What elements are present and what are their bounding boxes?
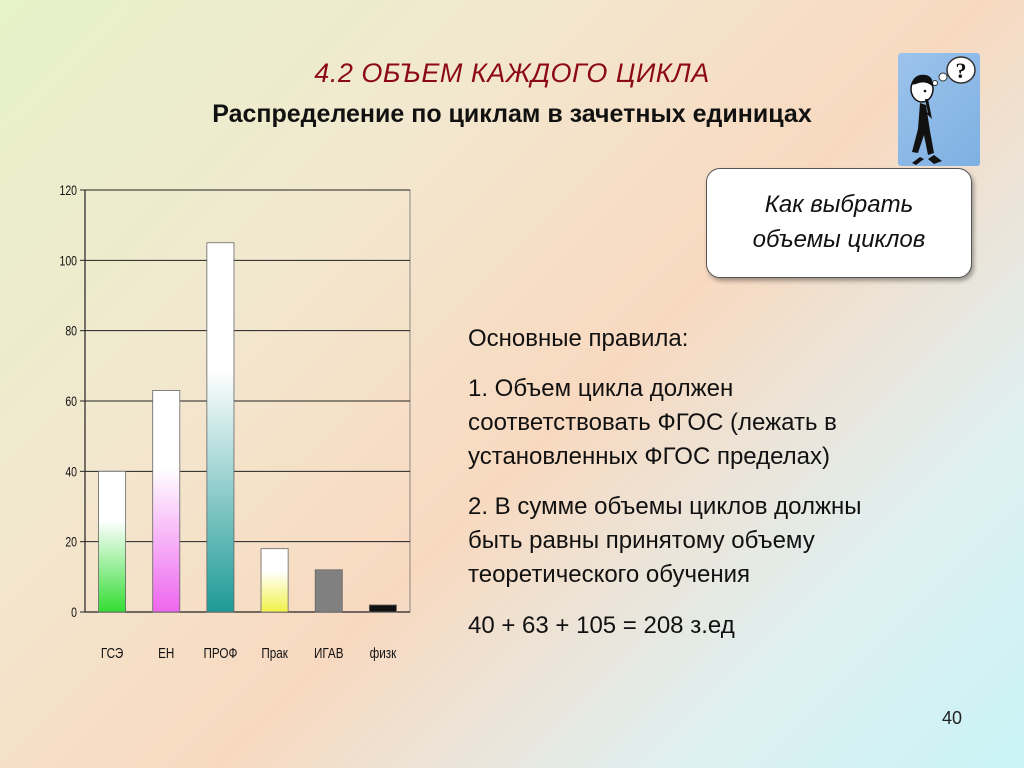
y-tick-label: 0 xyxy=(71,605,77,621)
bar-5 xyxy=(368,604,397,613)
x-tick-label: физк xyxy=(370,645,397,662)
x-tick-label: ГСЭ xyxy=(101,645,124,662)
slide-title: 4.2 ОБЪЕМ КАЖДОГО ЦИКЛА xyxy=(314,58,710,88)
rules-heading: Основные правила: xyxy=(468,325,689,352)
y-tick-label: 80 xyxy=(65,323,77,339)
thinking-person-icon: ? xyxy=(898,53,980,166)
x-tick-label: Прак xyxy=(261,645,288,662)
bar-1 xyxy=(152,390,181,613)
y-tick-label: 40 xyxy=(65,464,77,480)
page-number: 40 xyxy=(942,708,963,728)
svg-text:?: ? xyxy=(956,58,967,83)
bar-4 xyxy=(314,569,343,613)
x-tick-label: ИГАВ xyxy=(314,645,344,662)
slide-subtitle: Распределение по циклам в зачетных едини… xyxy=(212,100,812,128)
y-tick-label: 120 xyxy=(59,183,77,199)
formula: 40 + 63 + 105 = 208 з.ед xyxy=(468,611,735,639)
rule-2: 2. В сумме объемы циклов должны быть рав… xyxy=(468,493,862,589)
y-tick-label: 100 xyxy=(59,253,77,269)
x-tick-label: ЕН xyxy=(158,645,174,662)
x-tick-label: ПРОФ xyxy=(203,645,237,662)
y-tick-label: 20 xyxy=(65,534,77,550)
rule-1: 1. Объем цикла должен соответствовать ФГ… xyxy=(468,375,837,471)
bar-0 xyxy=(98,470,127,613)
rules-text: Основные правила: 1. Объем цикла должен … xyxy=(468,322,988,659)
callout-box: Как выбрать объемы циклов xyxy=(706,168,972,278)
bar-2 xyxy=(206,242,235,613)
bar-3 xyxy=(260,548,289,613)
y-tick-label: 60 xyxy=(65,394,77,410)
